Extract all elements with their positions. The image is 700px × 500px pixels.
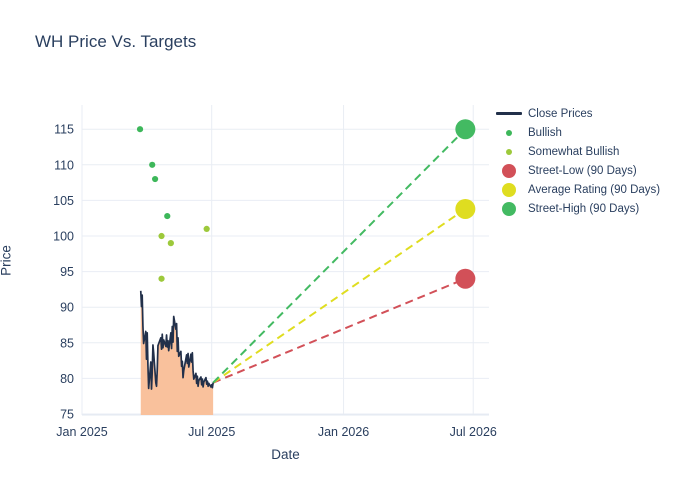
- x-tick-label: Jan 2026: [318, 425, 369, 439]
- street-low-90-days-marker[interactable]: [455, 268, 476, 289]
- legend-label: Somewhat Bullish: [528, 145, 620, 158]
- average-rating-90-days-marker[interactable]: [455, 198, 476, 219]
- legend-marker: [496, 112, 522, 115]
- y-tick-label: 95: [60, 265, 74, 279]
- y-tick-label: 110: [54, 158, 74, 172]
- projection-line: [212, 277, 466, 384]
- legend-marker: [506, 129, 512, 136]
- legend-label: Street-High (90 Days): [528, 202, 640, 215]
- legend-label: Close Prices: [528, 107, 593, 120]
- bullish-point[interactable]: [149, 161, 156, 168]
- bullish-point[interactable]: [136, 126, 144, 133]
- legend-marker: [502, 182, 516, 197]
- legend-item-bullish[interactable]: Bullish: [493, 123, 660, 142]
- bullish-point[interactable]: [164, 212, 171, 220]
- legend-dot-swatch: [493, 148, 525, 155]
- projection-line: [212, 208, 466, 384]
- legend-marker: [506, 148, 512, 155]
- y-tick-label: 100: [53, 230, 74, 244]
- y-tick-label: 75: [60, 408, 74, 422]
- legend-label: Street-Low (90 Days): [528, 164, 637, 177]
- legend-marker: [502, 163, 516, 178]
- x-tick-label: Jul 2026: [450, 425, 497, 439]
- close-prices-line: [139, 290, 214, 390]
- legend-item-street-low-90-days[interactable]: Street-Low (90 Days): [493, 161, 660, 180]
- legend-marker: [502, 201, 516, 216]
- legend: Close Prices Bullish Somewhat Bullish Stree…: [493, 104, 660, 218]
- somewhat-bullish-point[interactable]: [158, 275, 165, 282]
- x-axis-title: Date: [271, 447, 300, 462]
- legend-item-close-prices[interactable]: Close Prices: [493, 104, 660, 123]
- chart-title: WH Price Vs. Targets: [35, 32, 197, 51]
- bullish-point[interactable]: [151, 175, 159, 183]
- projection-line: [212, 128, 467, 384]
- somewhat-bullish-point[interactable]: [167, 240, 174, 247]
- legend-label: Average Rating (90 Days): [528, 183, 661, 196]
- somewhat-bullish-point[interactable]: [158, 232, 165, 240]
- legend-dot-swatch: [493, 129, 525, 136]
- close-prices-area: [140, 290, 214, 415]
- legend-item-street-high-90-days[interactable]: Street-High (90 Days): [493, 199, 660, 218]
- y-tick-label: 80: [60, 372, 74, 386]
- legend-line-swatch: [493, 112, 525, 115]
- x-tick-label: Jan 2025: [56, 425, 107, 439]
- street-high-90-days-marker[interactable]: [455, 119, 476, 140]
- legend-item-somewhat-bullish[interactable]: Somewhat Bullish: [493, 142, 660, 161]
- somewhat-bullish-point[interactable]: [203, 225, 210, 232]
- legend-dot-swatch: [493, 182, 525, 197]
- y-tick-label: 85: [60, 336, 74, 350]
- legend-dot-swatch: [493, 201, 525, 216]
- legend-label: Bullish: [528, 126, 562, 139]
- y-axis-title: Price: [0, 245, 14, 276]
- y-tick-label: 90: [60, 301, 74, 315]
- legend-item-average-rating-90-days[interactable]: Average Rating (90 Days): [493, 180, 660, 199]
- legend-dot-swatch: [493, 163, 525, 178]
- x-tick-label: Jul 2025: [188, 425, 235, 439]
- y-tick-label: 105: [53, 194, 74, 208]
- y-tick-label: 115: [54, 123, 74, 137]
